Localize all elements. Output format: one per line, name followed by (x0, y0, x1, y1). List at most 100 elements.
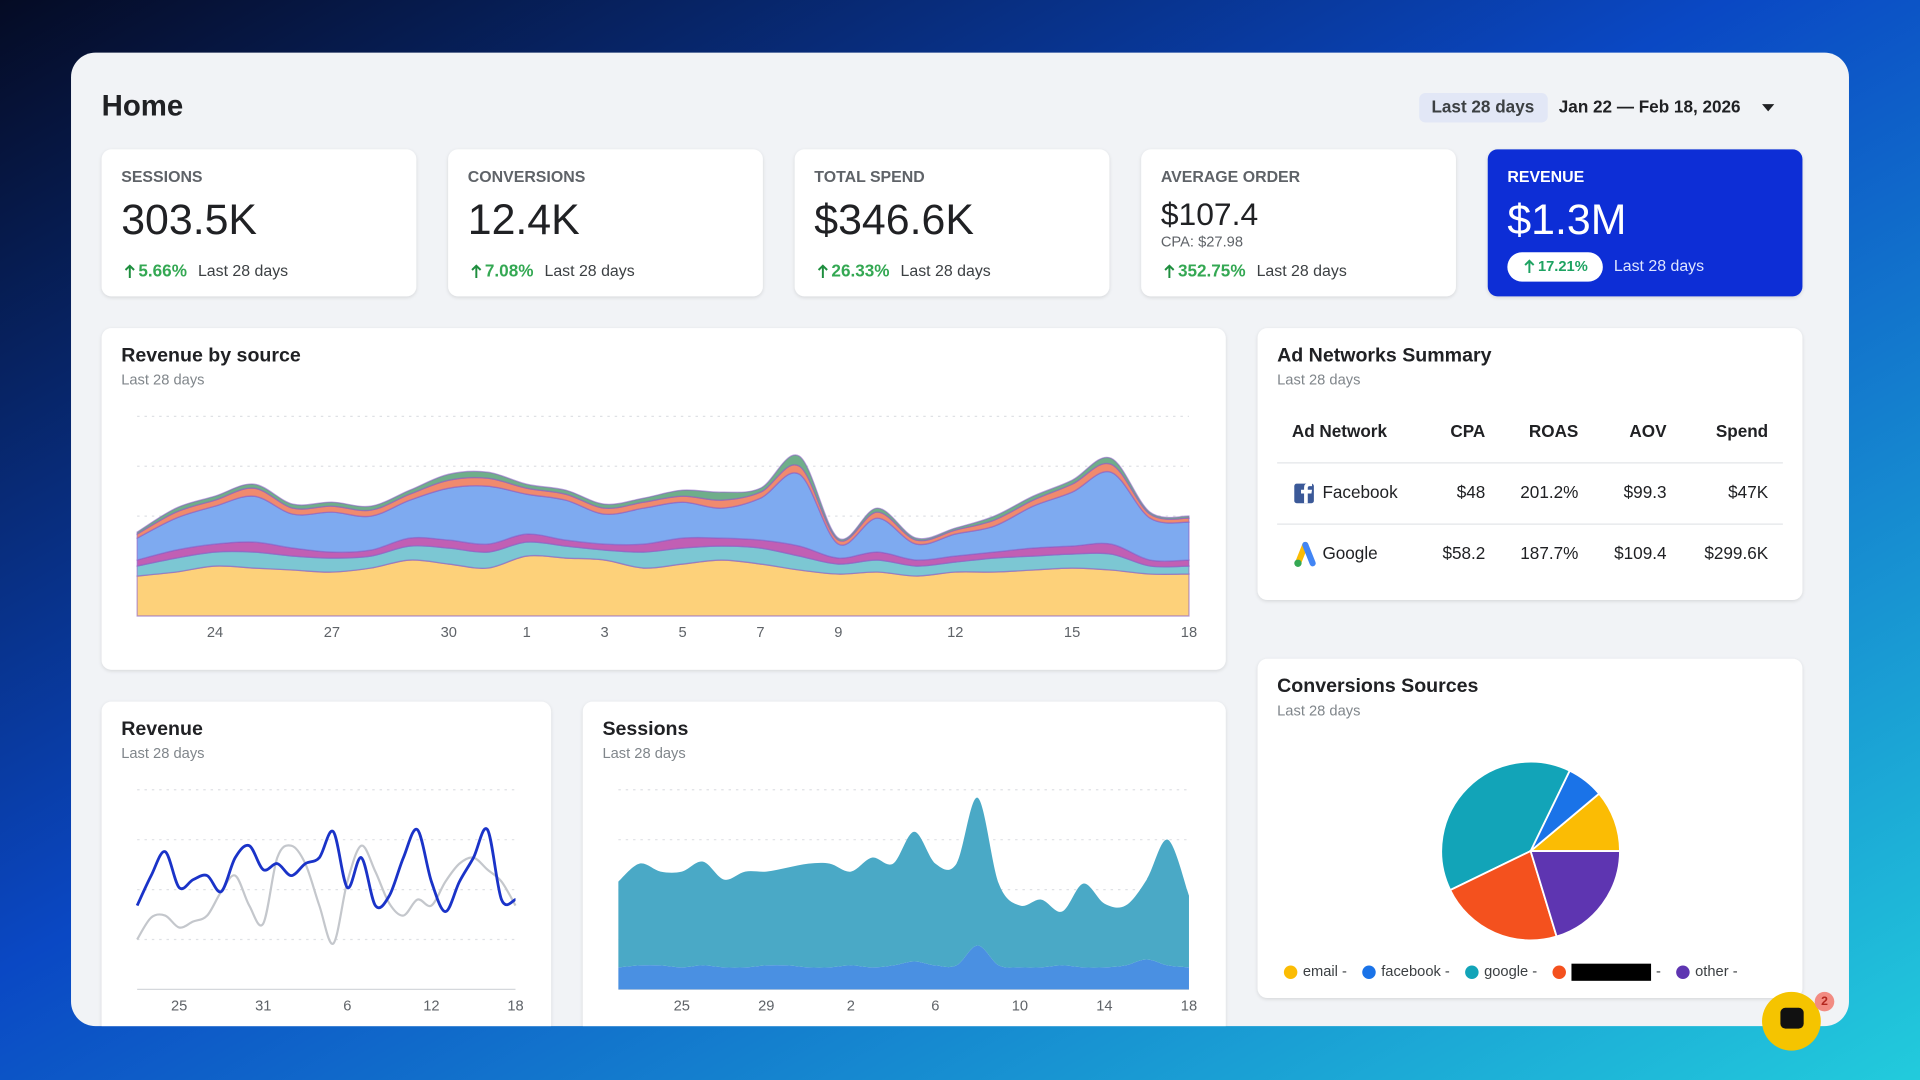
x-tick-label: 5 (678, 625, 686, 641)
card-subtitle: Last 28 days (121, 373, 204, 389)
legend-swatch (1676, 965, 1690, 979)
table-cell: $47K (1728, 482, 1769, 502)
x-tick-label: 10 (1012, 998, 1028, 1014)
date-dropdown-caret[interactable] (1762, 104, 1775, 112)
area-layer (618, 797, 1189, 968)
legend-label: facebook - (1381, 964, 1450, 980)
table-cell: $48 (1457, 482, 1486, 502)
table-header: Spend (1716, 421, 1768, 441)
up-arrow-icon (817, 264, 828, 278)
card (101, 149, 417, 297)
x-tick-label: 18 (1181, 625, 1197, 641)
card-title: Revenue by source (121, 344, 301, 366)
x-tick-label: 29 (758, 998, 774, 1014)
area-layer (136, 454, 1190, 542)
panel-content: Home Last 28 days Jan 22 — Feb 18, 2026 … (101, 90, 1803, 1027)
kpi-value: 303.5K (121, 196, 257, 244)
kpi-period: Last 28 days (198, 263, 288, 280)
range-chip-label[interactable]: Last 28 days (1431, 96, 1534, 116)
card-subtitle: Last 28 days (602, 746, 685, 762)
x-tick-label: 24 (207, 625, 223, 641)
kpi-period: Last 28 days (901, 263, 991, 280)
legend-label: google - (1484, 964, 1537, 980)
x-tick-label: 12 (947, 625, 963, 641)
table-cell: Facebook (1322, 482, 1398, 502)
table-cell: 201.2% (1520, 482, 1578, 502)
page-title: Home (102, 90, 184, 123)
legend-label: - (1656, 964, 1661, 980)
kpi-change: 7.08% (485, 260, 534, 280)
area-layer (618, 945, 1189, 990)
kpi-period: Last 28 days (1257, 263, 1347, 280)
x-tick-label: 15 (1064, 625, 1080, 641)
card-subtitle: Last 28 days (121, 746, 204, 762)
legend-swatch (1552, 965, 1566, 979)
legend-swatch (1465, 965, 1479, 979)
x-tick-label: 30 (441, 625, 457, 641)
x-tick-label: 9 (834, 625, 842, 641)
table-header: Ad Network (1292, 421, 1388, 441)
kpi-change-pill (1507, 252, 1603, 282)
card (448, 149, 763, 297)
kpi-period: Last 28 days (1614, 258, 1704, 275)
table-cell: $299.6K (1704, 543, 1768, 563)
card (1141, 149, 1456, 297)
x-tick-label: 6 (343, 998, 351, 1014)
table-cell: $99.3 (1624, 482, 1667, 502)
table-cell: $109.4 (1614, 543, 1667, 563)
x-tick-label: 3 (601, 625, 609, 641)
x-tick-label: 14 (1096, 998, 1112, 1014)
kpi-note: CPA: $27.98 (1161, 234, 1243, 250)
date-range[interactable]: Jan 22 — Feb 18, 2026 (1559, 96, 1741, 116)
up-arrow-icon (124, 264, 135, 278)
legend-swatch (1283, 965, 1298, 979)
card-title: Ad Networks Summary (1277, 344, 1491, 366)
x-tick-label: 1 (523, 625, 531, 641)
range-chip[interactable] (1419, 93, 1548, 123)
legend-label: other - (1695, 964, 1738, 980)
chat-icon[interactable] (1780, 1007, 1804, 1029)
kpi-change: 26.33% (831, 260, 889, 280)
card-subtitle: Last 28 days (1277, 703, 1360, 719)
kpi-change: 5.66% (138, 260, 187, 280)
kpi-label: AVERAGE ORDER (1161, 169, 1301, 186)
x-tick-label: 18 (1181, 998, 1197, 1014)
legend-label: email - (1303, 964, 1347, 980)
table-cell: Google (1322, 543, 1377, 563)
chat-widget[interactable]: 2 (1762, 991, 1835, 1051)
legend-swatch (1362, 965, 1376, 979)
pie-slice (1448, 849, 1558, 942)
kpi-change: 352.75% (1178, 260, 1246, 280)
card-subtitle: Last 28 days (1277, 373, 1360, 389)
kpi-label: SESSIONS (121, 169, 202, 186)
kpi-label: REVENUE (1507, 169, 1584, 186)
card-title: Sessions (602, 718, 688, 740)
kpi-value: $346.6K (814, 196, 974, 244)
up-arrow-icon (471, 264, 482, 278)
x-tick-label: 7 (756, 625, 764, 641)
table-header: ROAS (1529, 421, 1578, 441)
table-cell: 187.7% (1520, 543, 1578, 563)
kpi-value: $107.4 (1161, 196, 1258, 232)
pie-slice (1440, 760, 1571, 892)
card (794, 149, 1110, 297)
google-ads-logo-blue (1302, 541, 1316, 567)
x-tick-label: 18 (507, 998, 523, 1014)
google-ads-logo-green (1294, 559, 1302, 567)
kpi-change: 17.21% (1538, 259, 1588, 275)
kpi-label: CONVERSIONS (468, 169, 586, 186)
card-title: Revenue (121, 718, 203, 740)
line-series (135, 827, 517, 913)
facebook-logo-f (1301, 483, 1313, 504)
x-tick-label: 27 (324, 625, 340, 641)
pie-slice (1529, 850, 1621, 938)
card-title: Conversions Sources (1277, 675, 1478, 697)
kpi-value: $1.3M (1507, 196, 1626, 244)
table-header: CPA (1450, 421, 1485, 441)
table-cell: $58.2 (1442, 543, 1485, 563)
x-tick-label: 25 (674, 998, 690, 1014)
kpi-period: Last 28 days (544, 263, 634, 280)
chat-badge-count: 2 (1821, 994, 1828, 1008)
up-arrow-icon (1164, 264, 1175, 278)
